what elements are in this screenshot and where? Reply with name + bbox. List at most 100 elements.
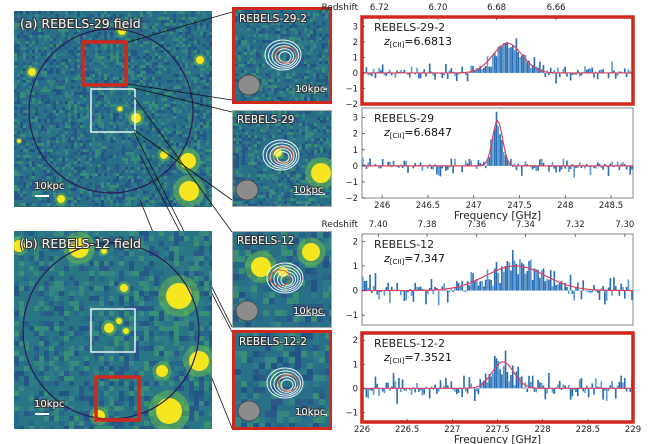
noise-pixel xyxy=(313,49,316,52)
noise-pixel xyxy=(209,396,212,401)
noise-pixel xyxy=(248,147,251,150)
noise-pixel xyxy=(200,77,203,80)
noise-pixel xyxy=(14,188,17,191)
noise-pixel xyxy=(280,43,283,46)
noise-pixel xyxy=(295,76,298,79)
field-a-svg xyxy=(14,11,212,207)
noise-pixel xyxy=(283,73,286,76)
noise-pixel xyxy=(79,426,84,429)
noise-pixel xyxy=(174,336,179,341)
noise-pixel xyxy=(155,179,158,182)
noise-pixel xyxy=(124,366,129,371)
noise-pixel xyxy=(188,38,191,41)
noise-pixel xyxy=(49,381,54,386)
noise-pixel xyxy=(74,185,77,188)
noise-pixel xyxy=(99,351,104,356)
noise-pixel xyxy=(275,262,281,268)
noise-pixel xyxy=(295,345,301,351)
noise-pixel xyxy=(104,65,107,68)
noise-pixel xyxy=(74,92,77,95)
noise-pixel xyxy=(128,149,131,152)
noise-pixel xyxy=(125,104,128,107)
noise-pixel xyxy=(174,376,179,381)
noise-pixel xyxy=(114,341,119,346)
noise-pixel xyxy=(17,14,20,17)
noise-pixel xyxy=(114,246,119,251)
noise-pixel xyxy=(53,77,56,80)
noise-pixel xyxy=(92,155,95,158)
noise-pixel xyxy=(313,405,319,411)
noise-pixel xyxy=(119,59,122,62)
noise-pixel xyxy=(265,37,268,40)
noise-pixel xyxy=(206,83,209,86)
noise-pixel xyxy=(155,206,158,207)
noise-pixel xyxy=(158,77,161,80)
noise-pixel xyxy=(140,128,143,131)
noise-pixel xyxy=(49,291,54,296)
noise-pixel xyxy=(140,71,143,74)
rebels-12-field-image: (b) REBELS-12 field 10kpc xyxy=(14,231,212,429)
noise-pixel xyxy=(35,131,38,134)
noise-pixel xyxy=(289,19,292,22)
noise-pixel xyxy=(179,143,182,146)
noise-pixel xyxy=(44,71,47,74)
noise-pixel xyxy=(20,92,23,95)
noise-pixel xyxy=(170,197,173,200)
noise-pixel xyxy=(189,341,194,346)
noise-pixel xyxy=(238,40,241,43)
noise-pixel xyxy=(101,182,104,185)
noise-pixel xyxy=(251,159,254,162)
noise-pixel xyxy=(259,55,262,58)
noise-pixel xyxy=(113,179,116,182)
noise-pixel xyxy=(280,49,283,52)
noise-pixel xyxy=(32,140,35,143)
noise-pixel xyxy=(98,125,101,128)
noise-pixel xyxy=(71,125,74,128)
noise-pixel xyxy=(104,261,109,266)
noise-pixel xyxy=(50,23,53,26)
noise-pixel xyxy=(17,95,20,98)
noise-pixel xyxy=(98,59,101,62)
noise-pixel xyxy=(305,111,308,114)
spectrum-bar xyxy=(587,68,590,73)
noise-pixel xyxy=(119,296,124,301)
noise-pixel xyxy=(301,91,304,94)
noise-pixel xyxy=(131,59,134,62)
noise-pixel xyxy=(64,311,69,316)
noise-pixel xyxy=(173,197,176,200)
cii-contour xyxy=(275,48,294,65)
noise-pixel xyxy=(74,281,79,286)
noise-pixel xyxy=(23,191,26,194)
noise-pixel xyxy=(188,29,191,32)
noise-pixel xyxy=(89,296,94,301)
noise-pixel xyxy=(199,331,204,336)
noise-pixel xyxy=(247,34,250,37)
noise-pixel xyxy=(326,111,329,114)
noise-pixel xyxy=(149,197,152,200)
noise-pixel xyxy=(269,298,275,304)
noise-pixel xyxy=(167,161,170,164)
noise-pixel xyxy=(314,126,317,129)
noise-pixel xyxy=(176,128,179,131)
noise-pixel xyxy=(95,119,98,122)
noise-pixel xyxy=(143,68,146,71)
noise-pixel xyxy=(254,126,257,129)
noise-pixel xyxy=(188,17,191,20)
noise-pixel xyxy=(257,123,260,126)
noise-pixel xyxy=(68,116,71,119)
noise-pixel xyxy=(39,301,44,306)
noise-pixel xyxy=(77,137,80,140)
noise-pixel xyxy=(194,396,199,401)
noise-pixel xyxy=(69,346,74,351)
noise-pixel xyxy=(83,104,86,107)
noise-pixel xyxy=(17,62,20,65)
noise-pixel xyxy=(317,111,320,114)
noise-pixel xyxy=(311,274,317,280)
noise-pixel xyxy=(119,68,122,71)
noise-pixel xyxy=(197,125,200,128)
noise-pixel xyxy=(286,73,289,76)
noise-pixel xyxy=(286,28,289,31)
noise-pixel xyxy=(56,119,59,122)
noise-pixel xyxy=(41,149,44,152)
noise-pixel xyxy=(131,173,134,176)
